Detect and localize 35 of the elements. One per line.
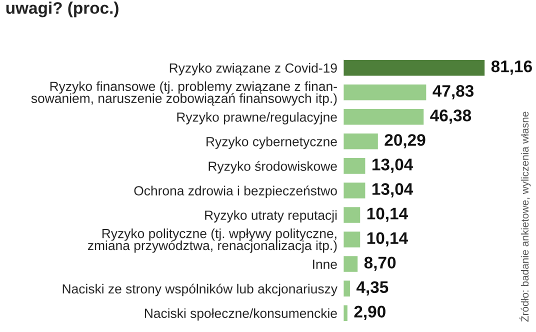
y-tick-label: Naciski ze strony wspólników lub akcjonariuszy <box>62 284 338 296</box>
y-tick-label: Ryzyko cybernetyczne <box>206 136 337 149</box>
data-label: 2,90 <box>354 306 386 320</box>
text: Źródło: badanie ankietowe, wyliczenia własne <box>519 112 531 322</box>
bar <box>343 132 380 151</box>
bar <box>343 156 367 176</box>
y-tick-label: Ryzyko polityczne (tj. wpływy polityczne, zmiana przywództwa, renacjonalizacja itp.) <box>88 228 337 253</box>
y-tick-label: Ryzyko utraty reputacji <box>205 210 337 223</box>
y-tick-label: Ryzyko związane z Covid-19 <box>170 63 337 76</box>
y-tick-label: Naciski społeczne/konsumenckie <box>144 308 337 321</box>
data-label: 13,04 <box>372 158 414 173</box>
bar <box>343 58 486 78</box>
bar <box>343 304 349 322</box>
bar <box>343 206 362 224</box>
data-label: 20,29 <box>384 134 426 148</box>
data-label: 4,35 <box>356 281 388 296</box>
y-tick-label: Ryzyko prawne/regulacyjne <box>177 112 337 124</box>
data-label: 10,14 <box>367 232 408 246</box>
data-label: 46,38 <box>430 110 472 124</box>
bar <box>343 83 428 102</box>
bar <box>343 230 362 249</box>
bar <box>343 254 359 274</box>
data-label: 8,70 <box>364 256 396 271</box>
y-tick-label: Ochrona zdrowia i bezpieczeństwo <box>134 186 337 198</box>
data-label: 13,04 <box>372 183 414 198</box>
data-label: 10,14 <box>367 208 408 222</box>
data-label: 47,83 <box>432 85 474 100</box>
y-tick-label: Ryzyko finansowe (tj. problemy związane z finan- sowaniem, naruszenie zobowiązań finansowych itp.) <box>31 81 337 106</box>
bar <box>343 279 352 298</box>
y-tick-label: Ryzyko środowiskowe <box>208 161 337 174</box>
data-label: 81,16 <box>491 60 532 75</box>
text: uwagi? (proc.) <box>6 2 118 18</box>
bar <box>343 181 367 200</box>
y-tick-label: Inne <box>313 260 337 269</box>
bar <box>343 108 426 126</box>
